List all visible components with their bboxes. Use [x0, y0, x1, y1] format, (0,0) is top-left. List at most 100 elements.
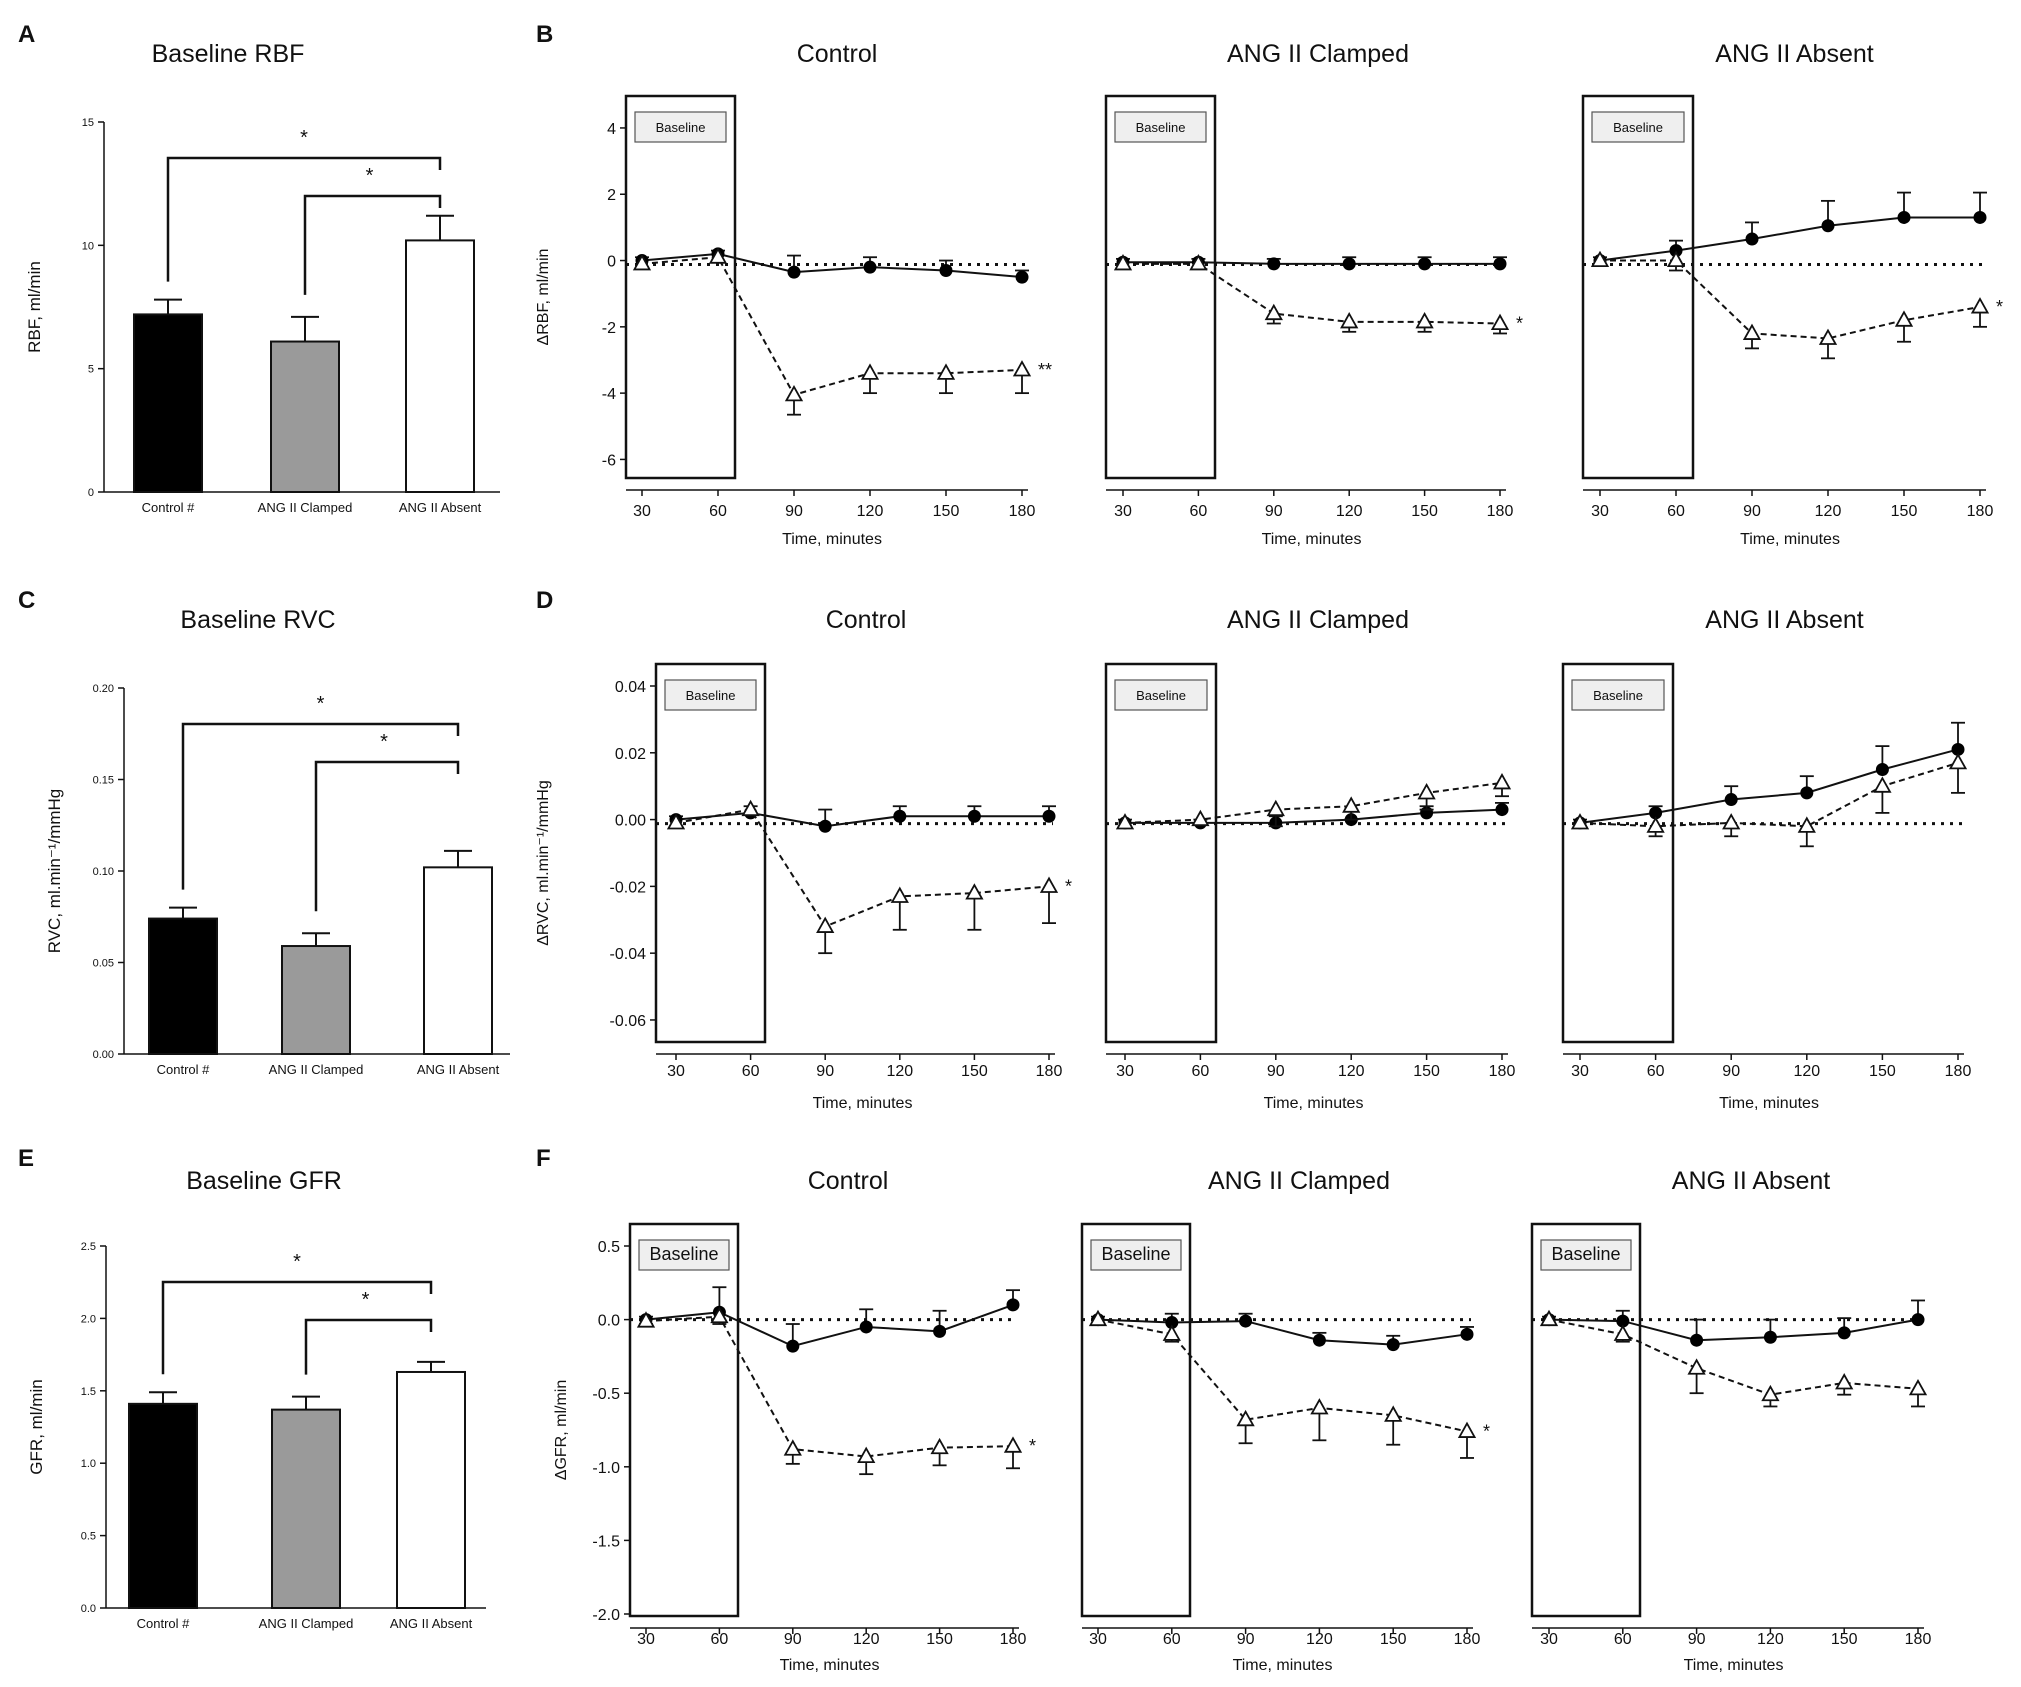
data-point-circle [1006, 1298, 1020, 1312]
panel-letter: D [536, 587, 553, 614]
significance-star: * [1029, 1436, 1036, 1456]
subplot-ang-ii-clamped: ANG II Clamped 30 60 90 120 150 180 Time, minut… [1104, 40, 1523, 548]
x-tick-label: 90 [785, 503, 803, 520]
data-point-circle [1239, 1314, 1253, 1328]
data-point-triangle [1722, 813, 1741, 830]
data-point-triangle [1590, 250, 1610, 268]
series-line-filled-circles [675, 811, 1049, 828]
x-tick-label: 150 [1380, 1631, 1407, 1648]
data-point-triangle [965, 883, 984, 900]
x-tick-label: 90 [1267, 1063, 1285, 1080]
x-tick-label: 150 [1411, 503, 1438, 520]
data-point-circle [1616, 1314, 1630, 1328]
y-axis-label: RVC, ml.min⁻¹/mmHg [45, 789, 64, 954]
x-tick-label: 150 [933, 503, 960, 520]
y-tick-label: 0.00 [615, 813, 646, 830]
baseline-label: Baseline [1136, 120, 1186, 135]
y-tick-label: 0.0 [598, 1313, 620, 1330]
data-point-circle [1745, 232, 1759, 246]
y-tick-label: 0 [88, 487, 94, 499]
data-point-circle [933, 1324, 947, 1338]
baseline-label-box [1540, 1239, 1632, 1271]
x-tick-label: 90 [1688, 1631, 1706, 1648]
y-tick-label: 2.0 [81, 1313, 96, 1325]
x-tick-label: 30 [637, 1631, 655, 1648]
x-tick-label: 60 [742, 1063, 760, 1080]
data-point-circle [818, 819, 832, 833]
x-tick-label: 180 [1009, 503, 1036, 520]
data-point-triangle [1417, 783, 1436, 800]
significance-bracket [304, 1318, 433, 1375]
y-axis-label: ΔRBF, ml/min [535, 249, 552, 346]
x-axis-label: Time, minutes [782, 531, 882, 548]
chart-title: Baseline GFR [186, 1167, 342, 1195]
data-point-triangle [741, 799, 760, 817]
x-tick-label: 60 [1667, 503, 1685, 520]
x-tick-label: 120 [1815, 503, 1842, 520]
data-point-circle [1495, 803, 1509, 817]
data-point-triangle [1039, 876, 1059, 893]
baseline-label: Baseline [656, 120, 706, 135]
y-tick-label: 1.0 [81, 1458, 96, 1470]
baseline-box [1104, 94, 1217, 480]
baseline-label-box [1114, 679, 1208, 711]
x-tick-label: 150 [961, 1063, 988, 1080]
baseline-label: Baseline [1551, 1244, 1620, 1264]
significance-bracket [161, 1280, 433, 1375]
series-line-filled-circles [1097, 1318, 1468, 1346]
baseline-box [1561, 662, 1675, 1044]
bar [133, 313, 203, 493]
y-tick-label: 0.20 [93, 683, 114, 695]
bar [128, 1402, 198, 1610]
data-point-triangle [860, 363, 880, 380]
data-point-triangle [1970, 297, 1990, 314]
series-line-open-triangles [641, 256, 1023, 396]
x-tick-label: 150 [1869, 1063, 1896, 1080]
x-category-label: ANG II Absent [417, 1062, 500, 1077]
panel-e-bar-chart: E Baseline GFR 0.0 0.5 1.0 1.5 2.0 2.5 GFR, ml/m… [18, 1145, 486, 1631]
significance-star: * [1516, 314, 1523, 334]
data-point-circle [1875, 762, 1889, 776]
data-point-circle [1342, 257, 1356, 271]
data-point-triangle [666, 813, 686, 830]
x-axis-label: Time, minutes [1740, 531, 1840, 548]
bar [423, 866, 493, 1056]
data-point-triangle [1894, 310, 1914, 327]
x-tick-label: 180 [1945, 1063, 1972, 1080]
subplot-title: ANG II Clamped [1227, 606, 1409, 634]
y-tick-label: 0.05 [93, 958, 114, 970]
baseline-label: Baseline [1136, 688, 1186, 703]
series-line-open-triangles [1548, 1318, 1919, 1396]
chart-title: Baseline RBF [152, 40, 305, 68]
x-axis-label: Time, minutes [1264, 1095, 1364, 1112]
subplot-control: Control 30 60 90 120 150 180 Time, minutes Basel… [654, 606, 1072, 1112]
baseline-label-box [1591, 111, 1685, 143]
x-category-label: ANG II Absent [399, 500, 482, 515]
significance-star: * [362, 1289, 370, 1311]
data-point-triangle [1613, 1324, 1632, 1341]
x-tick-label: 60 [711, 1631, 729, 1648]
subplot-title: Control [826, 606, 907, 634]
x-axis-label: Time, minutes [813, 1095, 913, 1112]
series-line-open-triangles [1579, 761, 1959, 828]
x-tick-label: 180 [1967, 503, 1994, 520]
y-tick-label: 4 [607, 121, 616, 138]
panel-d-line-charts: D -0.06 -0.04 -0.02 0.00 0.02 0.04 ΔRVC, ml.min… [535, 587, 1971, 1112]
series-line-filled-circles [1123, 261, 1500, 265]
significance-star: * [1996, 297, 2003, 317]
significance-star: * [380, 731, 388, 753]
panel-c-bar-chart: C Baseline RVC 0.00 0.05 0.10 0.15 0.20 RVC, ml… [18, 587, 510, 1077]
y-axis-label: GFR, ml/min [27, 1379, 46, 1474]
baseline-label-box [1571, 679, 1665, 711]
baseline-label: Baseline [1101, 1244, 1170, 1264]
x-category-label: Control # [137, 1616, 191, 1631]
bar [148, 917, 218, 1056]
panel-letter: C [18, 587, 35, 614]
data-point-circle [1669, 244, 1683, 258]
panel-a-bar-chart: A Baseline RBF 0 5 10 15 RBF, ml/min Control # A… [18, 21, 500, 515]
data-point-triangle [1666, 250, 1686, 268]
data-point-circle [1690, 1333, 1704, 1347]
significance-bracket [314, 760, 460, 912]
x-tick-label: 150 [926, 1631, 953, 1648]
baseline-label-box [664, 679, 757, 711]
